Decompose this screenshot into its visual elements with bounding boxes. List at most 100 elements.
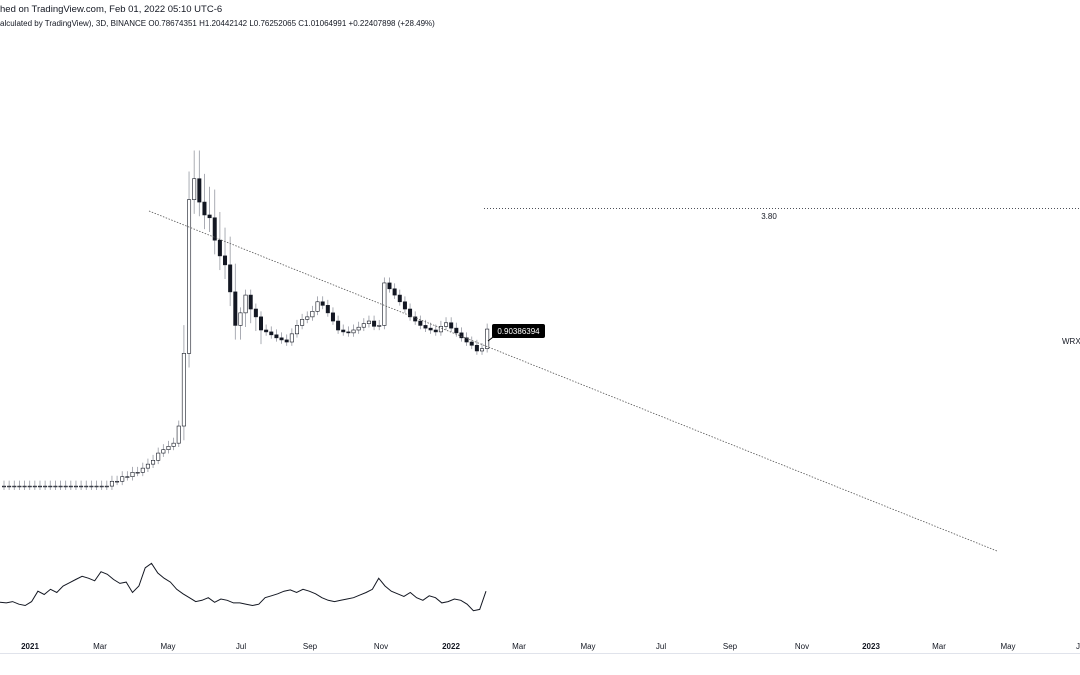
last-price-badge xyxy=(492,324,545,338)
candle-body xyxy=(402,301,407,310)
candle-body xyxy=(361,323,366,328)
x-tick-label: May xyxy=(160,642,175,651)
candle-body xyxy=(238,312,243,326)
candle-body xyxy=(181,353,186,427)
candle-body xyxy=(94,485,99,488)
candle-body xyxy=(212,217,217,241)
candle-body xyxy=(279,337,284,341)
candle-body xyxy=(37,485,42,488)
candle-body xyxy=(27,485,32,488)
candle-body xyxy=(433,329,438,333)
x-tick-label: May xyxy=(1000,642,1015,651)
candle-body xyxy=(294,325,299,335)
candle-body xyxy=(145,463,150,469)
candle-body xyxy=(84,485,89,488)
candle-body xyxy=(464,337,469,343)
candle-body xyxy=(264,329,269,333)
x-tick-label: Mar xyxy=(932,642,946,651)
candle-body xyxy=(187,199,192,354)
candle-body xyxy=(428,327,433,331)
candle-body xyxy=(32,485,37,488)
x-tick-label: Jul xyxy=(236,642,246,651)
candle-body xyxy=(89,485,94,488)
x-tick-label: Mar xyxy=(512,642,526,651)
candle-body xyxy=(269,331,274,336)
candle-body xyxy=(320,301,325,306)
candle-body xyxy=(330,312,335,322)
last-price-label: 0.90386394 xyxy=(497,327,540,336)
candle-body xyxy=(382,282,387,326)
candle-body xyxy=(171,442,176,447)
level-label: 3.80 xyxy=(761,212,777,221)
candle-body xyxy=(166,446,171,450)
candle-body xyxy=(444,322,449,327)
x-tick-label: J xyxy=(1076,642,1080,651)
candle-body xyxy=(366,320,371,324)
candle-body xyxy=(310,311,315,318)
trendline xyxy=(148,210,998,552)
candle-body xyxy=(300,319,305,326)
candle-body xyxy=(68,485,73,488)
candles-layer xyxy=(1,150,490,490)
candle-body xyxy=(63,485,68,488)
candle-body xyxy=(176,425,181,444)
candle-body xyxy=(109,480,114,487)
x-tick-label: May xyxy=(580,642,595,651)
candle-body xyxy=(202,201,207,216)
candle-body xyxy=(135,472,140,474)
candle-body xyxy=(161,449,166,454)
candle-body xyxy=(387,282,392,290)
candle-body xyxy=(449,322,454,329)
x-tick-label: Sep xyxy=(303,642,318,651)
x-tick-label: Nov xyxy=(374,642,388,651)
x-tick-label: 2021 xyxy=(21,642,39,651)
candle-body xyxy=(341,329,346,333)
candle-body xyxy=(151,460,156,465)
candle-body xyxy=(315,301,320,312)
candle-body xyxy=(305,316,310,320)
candle-body xyxy=(79,485,84,488)
candle-body xyxy=(197,178,202,203)
x-tick-label: Sep xyxy=(723,642,738,651)
candle-body xyxy=(392,288,397,296)
candle-body xyxy=(1,485,7,488)
candle-body xyxy=(48,485,53,488)
candle-body xyxy=(454,327,459,334)
candle-body xyxy=(99,485,104,488)
candle-body xyxy=(289,333,294,343)
candle-body xyxy=(22,485,27,488)
candle-body xyxy=(253,308,258,318)
candle-body xyxy=(207,214,212,219)
time-axis: 2021 Mar May Jul Sep Nov 2022 Mar May Jul Sep Nov 20… xyxy=(21,642,1080,651)
symbol-label: WRXL xyxy=(1062,337,1080,346)
candle-body xyxy=(397,294,402,303)
candle-body xyxy=(53,485,58,488)
x-tick-label: Mar xyxy=(93,642,107,651)
candle-body xyxy=(115,480,120,483)
candle-body xyxy=(248,294,253,310)
candle-body xyxy=(12,485,17,488)
candle-body xyxy=(325,305,330,314)
candle-body xyxy=(408,308,413,318)
candle-body xyxy=(58,485,63,488)
candle-body xyxy=(372,320,377,327)
x-tick-label: Jul xyxy=(656,642,666,651)
x-tick-label: 2022 xyxy=(442,642,460,651)
candle-body xyxy=(284,339,289,343)
candle-body xyxy=(217,239,222,257)
last-price-callout: 0.90386394 xyxy=(487,324,545,342)
candle-body xyxy=(459,332,464,339)
candle-body xyxy=(125,476,130,478)
candle-body xyxy=(469,341,474,346)
candle-body xyxy=(192,178,197,200)
candle-body xyxy=(423,325,428,329)
candle-body xyxy=(258,316,263,331)
x-tick-label: Nov xyxy=(795,642,809,651)
candle-body xyxy=(104,485,109,488)
candle-body xyxy=(485,328,490,349)
candle-body xyxy=(233,291,238,326)
candle-body xyxy=(7,485,12,488)
candle-body xyxy=(140,467,145,473)
candle-body xyxy=(274,334,279,339)
